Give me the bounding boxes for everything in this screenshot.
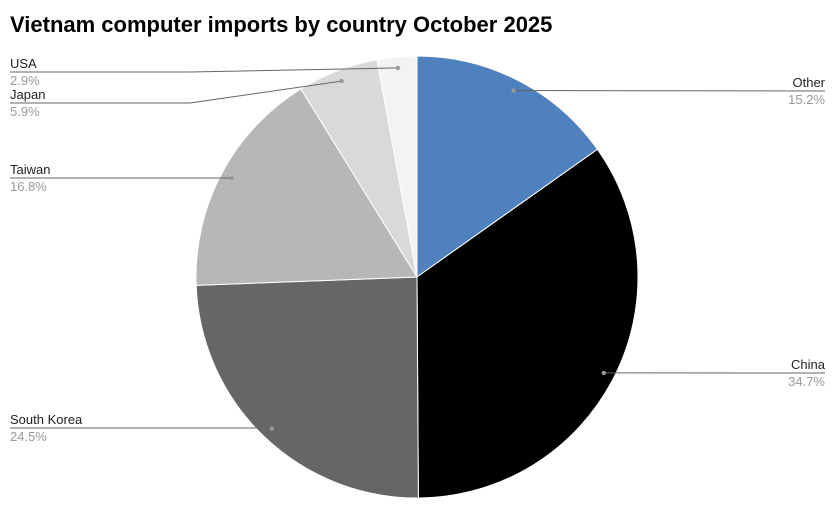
label-other: Other 15.2% bbox=[511, 75, 826, 107]
slice-label: Other bbox=[792, 75, 825, 90]
leader-dot bbox=[269, 426, 275, 431]
label-taiwan: Taiwan 16.8% bbox=[10, 162, 234, 194]
slice-value: 16.8% bbox=[10, 179, 47, 194]
leader-line bbox=[10, 80, 342, 104]
slice-value: 24.5% bbox=[10, 429, 47, 444]
leader-line bbox=[10, 67, 398, 73]
slice-china bbox=[416, 148, 639, 499]
slice-label: USA bbox=[10, 56, 37, 71]
slice-usa bbox=[376, 55, 418, 278]
label-china: China 34.7% bbox=[601, 357, 826, 389]
slice-other bbox=[416, 55, 599, 278]
slice-value: 2.9% bbox=[10, 73, 40, 88]
slice-value: 5.9% bbox=[10, 104, 40, 119]
leader-dot bbox=[229, 175, 234, 181]
leader-dot bbox=[339, 78, 344, 84]
label-japan: Japan 5.9% bbox=[10, 78, 344, 119]
label-usa: USA 2.9% bbox=[10, 56, 401, 88]
slice-value: 15.2% bbox=[788, 92, 825, 107]
slice-value: 34.7% bbox=[788, 374, 825, 389]
slice-label: China bbox=[791, 357, 826, 372]
slice-label: Taiwan bbox=[10, 162, 50, 177]
leader-dot bbox=[601, 370, 606, 376]
label-south-korea: South Korea 24.5% bbox=[10, 412, 275, 444]
slice-taiwan bbox=[195, 88, 418, 286]
leader-dot bbox=[511, 88, 516, 93]
chart-title: Vietnam computer imports by country Octo… bbox=[10, 12, 553, 37]
slice-south-korea bbox=[195, 276, 419, 499]
slice-label: South Korea bbox=[10, 412, 83, 427]
slice-label: Japan bbox=[10, 87, 45, 102]
leader-dot bbox=[395, 65, 401, 71]
leader-line bbox=[10, 427, 273, 429]
